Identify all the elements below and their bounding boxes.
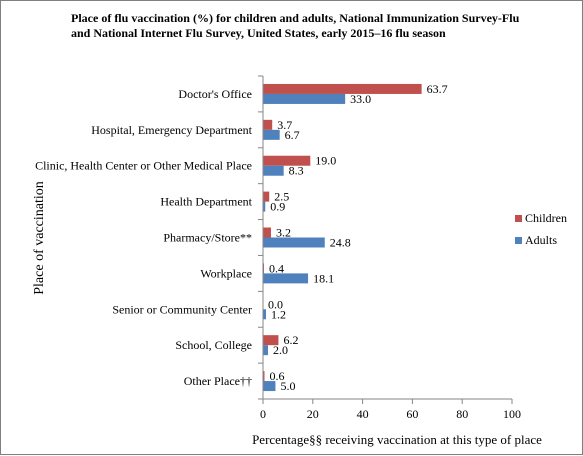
bar-adults <box>263 165 284 176</box>
category-label: Workplace <box>200 266 252 280</box>
data-label-adults: 6.7 <box>285 128 300 142</box>
data-label-children: 0.4 <box>269 261 284 275</box>
data-label-adults: 2.0 <box>273 343 288 357</box>
bar-adults <box>263 309 266 320</box>
bar-adults <box>263 237 325 248</box>
category-label: Hospital, Emergency Department <box>91 123 252 137</box>
bar-adults <box>263 273 309 284</box>
bars-layer <box>263 83 422 392</box>
data-label-children: 3.7 <box>277 118 292 132</box>
bar-children <box>263 371 265 382</box>
x-tick-label: 20 <box>307 407 319 421</box>
data-label-children: 3.2 <box>276 226 291 240</box>
bar-children <box>263 155 311 166</box>
y-axis-title: Place of vaccination <box>32 181 47 295</box>
bar-children <box>263 191 270 202</box>
ticks-layer: 0 20 40 60 80 100 <box>258 75 521 421</box>
bar-children <box>263 227 271 238</box>
bar-adults <box>263 93 346 104</box>
data-label-adults: 24.8 <box>330 236 351 250</box>
x-tick-label: 60 <box>406 407 418 421</box>
bar-children <box>263 119 273 130</box>
x-tick-label: 100 <box>503 407 521 421</box>
bar-adults <box>263 201 266 212</box>
axis-layer <box>262 76 512 400</box>
bar-adults <box>263 381 276 392</box>
x-tick-label: 40 <box>357 407 369 421</box>
data-label-adults: 0.9 <box>270 200 285 214</box>
category-label: Health Department <box>160 195 252 209</box>
legend-label-children: Children <box>525 211 567 225</box>
data-label-children: 2.5 <box>274 190 289 204</box>
data-label-children: 6.2 <box>283 333 298 347</box>
category-label: Clinic, Health Center or Other Medical P… <box>35 159 252 173</box>
bar-children <box>263 335 279 346</box>
data-label-adults: 1.2 <box>271 307 286 321</box>
bar-adults <box>263 129 280 140</box>
chart-title: Place of flu vaccination (%) for childre… <box>71 11 520 40</box>
data-label-children: 0.6 <box>269 369 284 383</box>
data-label-children: 63.7 <box>427 82 448 96</box>
category-label: Pharmacy/Store** <box>163 231 252 245</box>
legend-swatch-children <box>515 215 522 222</box>
category-label: School, College <box>175 338 252 352</box>
bar-adults <box>263 345 268 356</box>
data-label-children: 0.0 <box>268 297 283 311</box>
data-label-adults: 33.0 <box>350 92 371 106</box>
data-label-adults: 5.0 <box>280 379 295 393</box>
bar-children <box>263 83 422 94</box>
legend-swatch-adults <box>515 237 522 244</box>
data-label-adults: 8.3 <box>289 164 304 178</box>
legend-label-adults: Adults <box>525 233 557 247</box>
x-axis-title: Percentage§§ receiving vaccination at th… <box>252 432 542 447</box>
category-label: Doctor's Office <box>178 87 252 101</box>
x-tick-label: 80 <box>456 407 468 421</box>
data-label-adults: 18.1 <box>313 271 334 285</box>
data-labels-layer: 63.7 33.0 3.76.7 19.0 8.32.50.9 3.2 24.8 0.4 18.… <box>268 82 448 393</box>
x-tick-label: 0 <box>260 407 266 421</box>
category-labels-layer: Doctor's Office Hospital, Emergency Depar… <box>35 87 253 388</box>
category-label: Senior or Community Center <box>112 302 252 316</box>
data-label-children: 19.0 <box>315 154 336 168</box>
category-label: Other Place†† <box>184 374 252 388</box>
legend: Children Adults <box>515 211 567 247</box>
